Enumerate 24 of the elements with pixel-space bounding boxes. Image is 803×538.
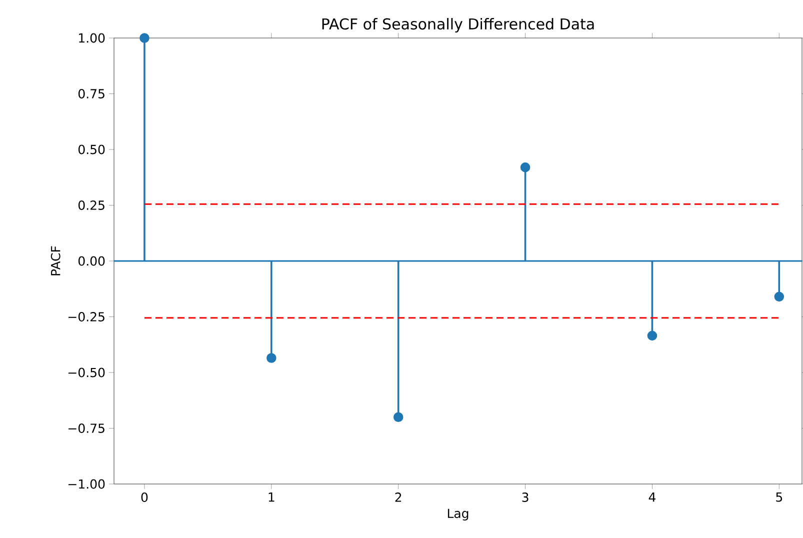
y-tick-label: 0.75 (78, 89, 104, 98)
point (774, 292, 784, 302)
chart-title: PACF of Seasonally Differenced Data (322, 18, 594, 32)
x-tick-label: 4 (648, 492, 656, 502)
x-tick-label: 3 (522, 492, 528, 502)
y-tick-label: 0.50 (78, 144, 105, 154)
point (647, 330, 658, 341)
point (140, 33, 150, 43)
y-tick-label: 0.25 (78, 200, 104, 210)
point (266, 353, 276, 363)
x-tick-label: 1 (268, 492, 274, 502)
x-tick-label: 0 (141, 492, 148, 502)
y-tick-label: 1.00 (79, 33, 105, 43)
x-tick-label: 5 (776, 492, 782, 502)
x-tick-label: 2 (395, 492, 402, 502)
point (520, 162, 530, 172)
y-tick-label: −0.25 (68, 312, 104, 322)
x-axis-title: Lag (448, 508, 468, 521)
y-tick-label: −0.75 (68, 424, 104, 433)
y-tick-label: −1.00 (68, 479, 105, 489)
y-axis-title: PACF (50, 246, 60, 276)
y-tick-label: 0.00 (78, 256, 105, 266)
y-tick-label: −0.50 (68, 368, 105, 378)
point (393, 412, 404, 422)
